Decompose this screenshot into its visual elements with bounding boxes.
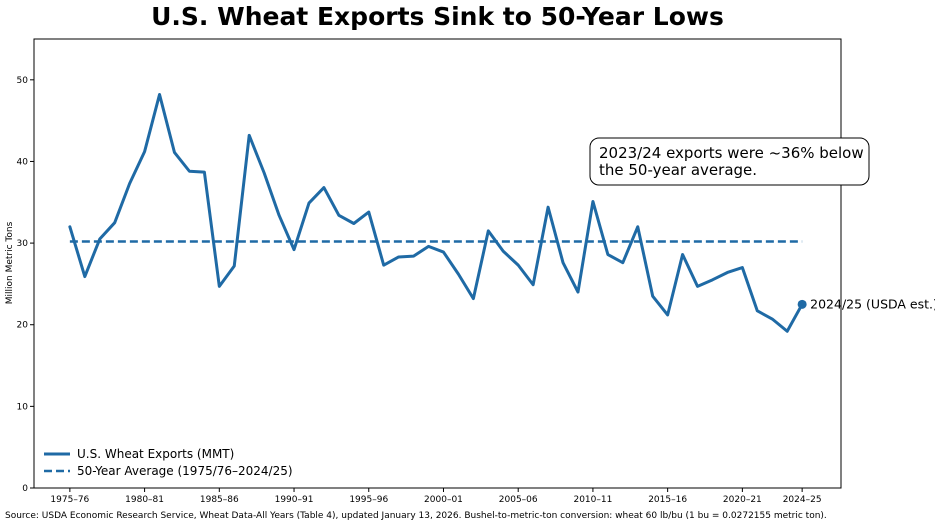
end-point-label: 2024/25 (USDA est.) [810,296,935,311]
chart-title: U.S. Wheat Exports Sink to 50-Year Lows [151,2,724,31]
axes-border [33,38,842,489]
y-tick-label: 20 [17,321,29,331]
x-tick-label: 1990–91 [275,495,314,505]
annotation-box-frame [589,137,870,186]
legend-label-exports: U.S. Wheat Exports (MMT) [77,447,234,461]
x-tick-label: 2005–06 [499,495,538,505]
x-tick-label: 1980–81 [125,495,164,505]
y-tick-label: 10 [17,402,29,412]
y-tick-label: 50 [17,76,29,86]
x-tick-label: 1975–76 [50,495,89,505]
legend: U.S. Wheat Exports (MMT) 50-Year Average… [44,447,293,478]
series-line-exports [68,93,804,333]
y-tick-label: 0 [22,484,28,494]
x-tick-label: 2024–25 [783,495,822,505]
x-tick-label: 2015–16 [648,495,687,505]
y-tick-label: 40 [17,157,29,167]
x-tick-label: 1985–86 [200,495,239,505]
annotation-line-1: 2023/24 exports were ~36% below [599,144,864,162]
annotation-line-2: the 50-year average. [599,161,757,179]
x-tick-label: 2010–11 [573,495,612,505]
source-note: Source: USDA Economic Research Service, … [5,511,827,521]
x-tick-label: 2020–21 [723,495,762,505]
axes-frame [33,38,842,489]
x-tick-label: 2000–01 [424,495,463,505]
end-point-marker [797,299,807,309]
y-axis: 0 10 20 30 40 50 [17,76,34,494]
y-tick-label: 30 [17,239,29,249]
x-axis: 1975–76 1980–81 1985–86 1990–91 1995–96 2000–… [50,488,822,505]
x-tick-label: 1995–96 [349,495,388,505]
annotation-callout: 2023/24 exports were ~36% below the 50-y… [589,137,870,186]
legend-label-average: 50-Year Average (1975/76–2024/25) [77,464,293,478]
y-axis-label: Million Metric Tons [5,221,15,304]
series-layer [68,93,807,333]
